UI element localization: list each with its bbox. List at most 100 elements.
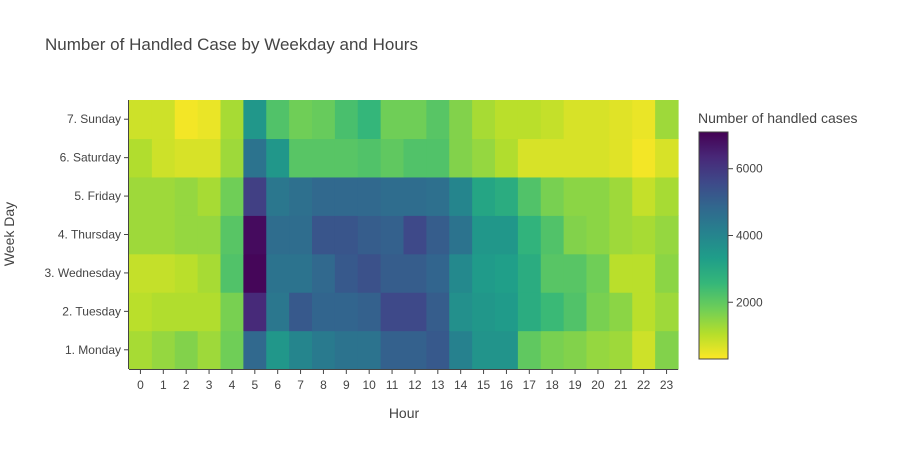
heatmap-cell bbox=[220, 138, 244, 178]
heatmap-cell bbox=[426, 176, 450, 216]
heatmap-cell bbox=[243, 330, 267, 370]
x-axis: 0 1 2 3 4 5 6 7 8 9 10 11 12 13 14 15 16 17 18 19 20 21 22 23 bbox=[129, 369, 678, 392]
heatmap-cell bbox=[426, 330, 450, 370]
heatmap-cell bbox=[472, 138, 496, 178]
heatmap-cell bbox=[540, 253, 565, 293]
heatmap-cell bbox=[472, 215, 496, 255]
y-axis-title: Week Day bbox=[1, 202, 17, 266]
x-tick-label: 21 bbox=[614, 378, 628, 392]
heatmap-cell bbox=[380, 215, 405, 255]
heatmap-cell bbox=[334, 330, 359, 370]
heatmap-cell bbox=[655, 253, 679, 293]
heatmap-cell bbox=[357, 100, 382, 140]
heatmap-cell bbox=[151, 330, 176, 370]
heatmap-cell bbox=[517, 138, 542, 178]
heatmap-cell bbox=[426, 292, 450, 332]
heatmap-cell bbox=[655, 215, 679, 255]
x-tick-label: 9 bbox=[343, 378, 350, 392]
heatmap-cell bbox=[449, 330, 473, 370]
heatmap-cell bbox=[220, 292, 244, 332]
heatmap-cell bbox=[151, 100, 176, 140]
heatmap-cell bbox=[357, 292, 382, 332]
heatmap-cell bbox=[220, 215, 244, 255]
x-tick-label: 10 bbox=[363, 378, 377, 392]
heatmap-cell bbox=[495, 100, 519, 140]
heatmap-cell bbox=[517, 292, 542, 332]
heatmap-cell bbox=[243, 292, 267, 332]
heatmap-cell bbox=[334, 253, 359, 293]
x-axis-title: Hour bbox=[389, 405, 420, 421]
y-tick-label: 7. Sunday bbox=[67, 112, 121, 126]
heatmap-cell bbox=[632, 138, 656, 178]
heatmap-cell bbox=[357, 215, 382, 255]
heatmap-cell bbox=[266, 330, 290, 370]
heatmap-cell bbox=[357, 330, 382, 370]
heatmap-cell bbox=[517, 215, 542, 255]
x-tick-label: 11 bbox=[386, 378, 399, 392]
x-tick-label: 1 bbox=[160, 378, 167, 392]
heatmap-cell bbox=[197, 292, 222, 332]
heatmap-cell bbox=[174, 253, 199, 293]
heatmap-cell bbox=[655, 100, 679, 140]
heatmap-cell bbox=[334, 176, 359, 216]
heatmap-cell bbox=[472, 292, 496, 332]
heatmap-cell bbox=[472, 330, 496, 370]
heatmap-cell bbox=[632, 215, 656, 255]
heatmap-cell bbox=[495, 176, 519, 216]
heatmap-cell bbox=[517, 100, 542, 140]
heatmap-cell bbox=[563, 253, 588, 293]
x-tick-label: 18 bbox=[546, 378, 560, 392]
colorbar-tick-label: 2000 bbox=[736, 295, 763, 309]
x-tick-label: 22 bbox=[637, 378, 651, 392]
heatmap-cell bbox=[449, 215, 473, 255]
x-tick-label: 12 bbox=[408, 378, 422, 392]
heatmap-cell bbox=[129, 215, 153, 255]
heatmap-cell bbox=[426, 215, 450, 255]
heatmap-cell bbox=[517, 253, 542, 293]
heatmap-cell bbox=[632, 100, 656, 140]
heatmap-cell bbox=[243, 215, 267, 255]
x-tick-label: 16 bbox=[500, 378, 514, 392]
heatmap-cell bbox=[609, 292, 633, 332]
heatmap-cell bbox=[540, 292, 565, 332]
heatmap-cell bbox=[174, 176, 199, 216]
heatmap-cell bbox=[609, 176, 633, 216]
heatmap-cell bbox=[220, 176, 244, 216]
x-tick-label: 8 bbox=[320, 378, 327, 392]
x-tick-label: 15 bbox=[477, 378, 491, 392]
heatmap-cell bbox=[380, 292, 405, 332]
x-tick-label: 17 bbox=[523, 378, 537, 392]
heatmap-cell bbox=[289, 253, 313, 293]
heatmap-cell bbox=[312, 100, 336, 140]
heatmap-cell bbox=[357, 176, 382, 216]
x-tick-label: 7 bbox=[297, 378, 304, 392]
heatmap-cell bbox=[586, 253, 610, 293]
colorbar-tick-label: 4000 bbox=[736, 228, 763, 242]
colorbar-title: Number of handled cases bbox=[698, 110, 858, 126]
heatmap-cell bbox=[357, 138, 382, 178]
heatmap-cell bbox=[289, 100, 313, 140]
y-tick-label: 2. Tuesday bbox=[62, 304, 121, 318]
heatmap-cell bbox=[151, 292, 176, 332]
heatmap-cell bbox=[197, 176, 222, 216]
heatmap-cell bbox=[380, 253, 405, 293]
heatmap-cell bbox=[655, 176, 679, 216]
heatmap-cell bbox=[609, 138, 633, 178]
heatmap-cell bbox=[540, 138, 565, 178]
x-tick-label: 14 bbox=[454, 378, 468, 392]
heatmap-cell bbox=[197, 138, 222, 178]
heatmap-cell bbox=[449, 176, 473, 216]
heatmap-cell bbox=[563, 292, 588, 332]
heatmap-cell bbox=[563, 176, 588, 216]
y-tick-label: 5. Friday bbox=[74, 189, 121, 203]
x-tick-label: 6 bbox=[274, 378, 281, 392]
heatmap-cell bbox=[540, 100, 565, 140]
heatmap-cell bbox=[129, 253, 153, 293]
heatmap-cell bbox=[380, 330, 405, 370]
heatmap-cell bbox=[632, 253, 656, 293]
heatmap-cell bbox=[609, 330, 633, 370]
x-tick-label: 0 bbox=[137, 378, 144, 392]
heatmap-cell bbox=[266, 100, 290, 140]
heatmap-cell bbox=[220, 100, 244, 140]
